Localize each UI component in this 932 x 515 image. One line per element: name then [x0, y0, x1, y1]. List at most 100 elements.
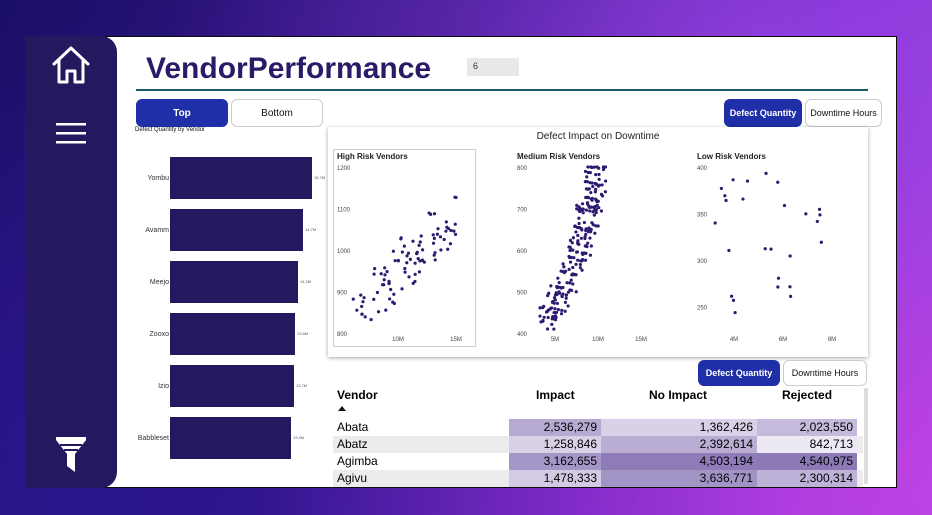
table-row[interactable]: Agimba 3,162,655 4,503,194 4,540,975	[333, 453, 863, 470]
scatter-point	[411, 239, 415, 243]
scatter-point	[375, 290, 380, 295]
home-icon[interactable]	[25, 42, 117, 88]
scatter-point	[584, 208, 589, 212]
scatter-point	[584, 232, 588, 236]
scatter-point	[590, 196, 594, 201]
scatter-point	[576, 241, 580, 245]
scatter-point	[581, 211, 585, 215]
low-risk-title: Low Risk Vendors	[697, 152, 766, 161]
scatter-point	[383, 266, 387, 270]
scatter-point	[776, 180, 780, 184]
axis-tick-label: 1200	[337, 166, 351, 172]
scatter-panel: Defect Impact on Downtime High Risk Vend…	[328, 127, 868, 357]
menu-icon[interactable]	[25, 120, 117, 148]
scatter-point	[550, 317, 554, 321]
sidebar	[25, 36, 117, 488]
rejected-cell: 2,023,550	[757, 419, 857, 436]
no-impact-cell: 2,392,614	[601, 436, 757, 453]
scatter-point	[416, 257, 420, 261]
no-impact-cell: 3,636,771	[601, 470, 757, 487]
scatter-point	[586, 170, 590, 175]
scatter-point	[583, 180, 587, 184]
medium-risk-title: Medium Risk Vendors	[517, 152, 601, 161]
scatter-point	[446, 247, 450, 251]
scatter-point	[552, 301, 556, 305]
scatter-point	[453, 222, 457, 226]
scatter-point	[574, 230, 578, 234]
bar[interactable]	[170, 313, 295, 355]
table-row[interactable]: Agivu 1,478,333 3,636,771 2,300,314	[333, 470, 863, 487]
table-downtime-hours-button[interactable]: Downtime Hours	[783, 360, 867, 386]
scatter-point	[589, 228, 593, 232]
top-toggle-button[interactable]: Top	[136, 99, 228, 127]
scatter-point	[576, 258, 580, 262]
scatter-point	[399, 237, 403, 241]
scatter-point	[580, 268, 584, 272]
scatter-point	[776, 285, 780, 289]
scatter-point	[588, 181, 592, 185]
scatter-point	[594, 182, 599, 186]
scatter-point	[713, 221, 717, 225]
table-defect-quantity-button[interactable]: Defect Quantity	[698, 360, 780, 386]
bar[interactable]	[170, 365, 294, 407]
table-row[interactable]: Abata 2,536,279 1,362,426 2,023,550	[333, 419, 863, 436]
scatter-point	[387, 282, 391, 286]
bar[interactable]	[170, 157, 312, 199]
header-impact[interactable]: Impact	[536, 388, 575, 402]
table-row[interactable]: Abatz 1,258,846 2,392,614 842,713	[333, 436, 863, 453]
filter-icon[interactable]	[25, 436, 117, 476]
scatter-point	[601, 167, 606, 172]
scatter-point	[570, 288, 574, 292]
bar[interactable]	[170, 209, 303, 251]
scatter-point	[563, 309, 567, 313]
axis-tick-label: 250	[697, 306, 708, 312]
scatter-point	[369, 318, 373, 322]
table-scrollbar[interactable]	[864, 388, 868, 484]
sort-ascending-icon[interactable]	[338, 406, 346, 411]
scatter-point	[448, 242, 453, 246]
header-no-impact[interactable]: No Impact	[649, 388, 708, 402]
bottom-toggle-button[interactable]: Bottom	[231, 99, 323, 127]
scatter-point	[733, 310, 737, 315]
title-divider	[136, 89, 868, 91]
scatter-point	[583, 235, 587, 239]
scatter-point	[589, 205, 594, 209]
scatter-point	[578, 262, 582, 267]
scatter-point	[729, 294, 734, 298]
scatter-point	[585, 175, 589, 179]
scatter-point	[411, 281, 415, 285]
scatter-point	[558, 285, 563, 290]
bar-value-label: 14.7M	[305, 227, 317, 232]
scatter-point	[400, 250, 404, 254]
scatter-point	[444, 229, 448, 233]
scatter-point	[556, 307, 560, 312]
scatter-point	[745, 179, 750, 183]
defect-quantity-button[interactable]: Defect Quantity	[724, 99, 802, 127]
scatter-point	[584, 251, 588, 255]
scatter-point	[432, 212, 437, 216]
scatter-point	[442, 237, 446, 242]
scatter-point	[553, 307, 557, 311]
scatter-point	[432, 236, 436, 240]
vendor-cell: Abatz	[337, 437, 368, 451]
header-rejected[interactable]: Rejected	[782, 388, 833, 402]
bar[interactable]	[170, 417, 291, 459]
scatter-point	[561, 285, 565, 290]
scatter-point	[719, 186, 723, 191]
scatter-point	[594, 187, 598, 191]
scatter-point	[376, 310, 381, 314]
vendor-count-input[interactable]: 6	[467, 58, 519, 76]
scatter-point	[554, 310, 559, 315]
scatter-point	[402, 244, 406, 248]
header-vendor[interactable]: Vendor	[337, 388, 378, 402]
scatter-point	[575, 250, 579, 254]
scatter-point	[782, 203, 787, 208]
vendor-cell: Abata	[337, 420, 369, 434]
downtime-hours-button[interactable]: Downtime Hours	[805, 99, 882, 127]
scatter-point	[359, 293, 363, 297]
impact-cell: 1,258,846	[509, 436, 601, 453]
scatter-point	[815, 219, 819, 224]
scatter-point	[597, 172, 601, 177]
scatter-point	[584, 227, 588, 231]
bar[interactable]	[170, 261, 298, 303]
